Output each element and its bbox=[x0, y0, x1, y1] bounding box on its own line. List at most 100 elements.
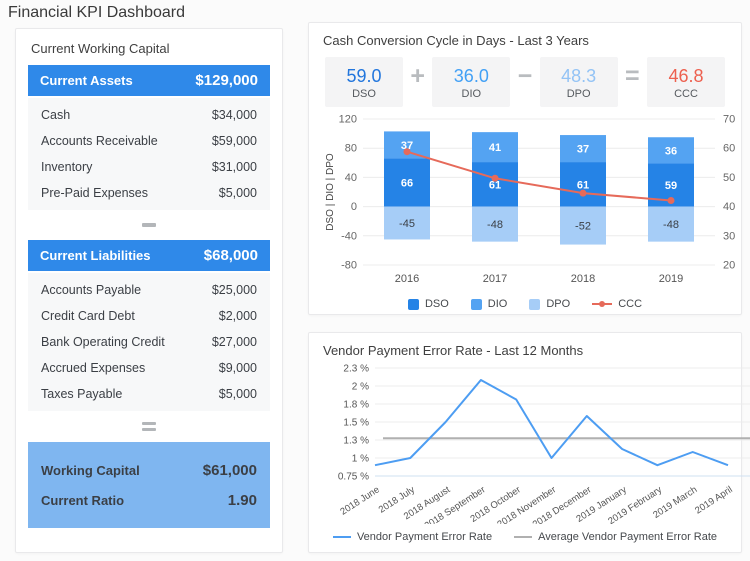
table-row: Accounts Receivable $59,000 bbox=[28, 128, 270, 154]
x-axis-tick: 2019 bbox=[659, 273, 683, 285]
asset-item-value: $31,000 bbox=[211, 160, 257, 174]
liability-item-value: $9,000 bbox=[218, 361, 257, 375]
table-row: Cash $34,000 bbox=[28, 102, 270, 128]
liability-item-label: Accounts Payable bbox=[41, 283, 142, 297]
current-liabilities-header: Current Liabilities $68,000 bbox=[28, 240, 270, 271]
vendor-error-line-chart: 2.3 % 2 % 1.8 % 1.5 % 1.3 % 1 % 0.75 %2018 Jun… bbox=[338, 364, 750, 532]
bar-segment-dpo-2017[interactable] bbox=[472, 206, 518, 242]
ccc-stacked-bar-chart: 120 80 40 0 -40 -80 70 60 50 40 30 20 DSO | DIO | DP… bbox=[325, 114, 750, 286]
legend-marker-icon bbox=[332, 535, 351, 539]
table-row: Taxes Payable $5,000 bbox=[28, 381, 270, 407]
x-axis-tick: 2017 bbox=[483, 273, 507, 285]
right-axis-label: CCC bbox=[748, 181, 750, 203]
table-row: Bank Operating Credit $27,000 bbox=[28, 329, 270, 355]
y-axis-tick: 1.8 % bbox=[343, 400, 369, 411]
legend-item-dpo[interactable]: DPO bbox=[529, 298, 570, 310]
ccc-point-2017[interactable] bbox=[491, 174, 499, 182]
liability-item-label: Taxes Payable bbox=[41, 387, 123, 401]
table-row: Inventory $31,000 bbox=[28, 154, 270, 180]
table-row: Pre-Paid Expenses $5,000 bbox=[28, 180, 270, 206]
legend-item-dio[interactable]: DIO bbox=[470, 298, 508, 310]
bar-value-label: 61 bbox=[577, 179, 589, 191]
kpi-dpo-label: DPO bbox=[566, 87, 591, 100]
plus-icon: + bbox=[410, 61, 425, 90]
x-axis-tick: 2016 bbox=[395, 273, 419, 285]
asset-item-label: Pre-Paid Expenses bbox=[41, 186, 149, 200]
table-row: Working Capital $61,000 bbox=[28, 455, 270, 485]
bar-segment-dio-2018[interactable] bbox=[560, 135, 606, 163]
legend-marker-icon bbox=[592, 301, 613, 307]
error-rate-line bbox=[374, 379, 729, 467]
vendor-error-panel: Vendor Payment Error Rate - Last 12 Mont… bbox=[308, 332, 750, 553]
bar-segment-dpo-2018[interactable] bbox=[560, 206, 606, 245]
equals-separator bbox=[28, 411, 270, 441]
liability-item-value: $5,000 bbox=[218, 387, 257, 401]
x-axis-tick: 2018 bbox=[571, 273, 595, 285]
legend-marker-icon bbox=[529, 298, 541, 310]
left-axis-tick: 40 bbox=[345, 172, 357, 184]
right-axis-tick: 30 bbox=[723, 230, 735, 242]
bar-segment-dso-2016[interactable] bbox=[384, 158, 430, 207]
left-axis-label: DSO | DIO | DPO bbox=[325, 153, 336, 231]
liability-item-label: Bank Operating Credit bbox=[41, 335, 165, 349]
left-axis-tick: 120 bbox=[339, 114, 357, 126]
equals-icon bbox=[142, 421, 156, 425]
bar-segment-dso-2018[interactable] bbox=[560, 162, 606, 207]
ccc-line bbox=[406, 150, 672, 202]
summary-item-label: Working Capital bbox=[41, 462, 140, 478]
cash-conversion-panel: Cash Conversion Cycle in Days - Last 3 Y… bbox=[308, 22, 750, 315]
left-axis-tick: -80 bbox=[341, 260, 357, 272]
asset-item-label: Accounts Receivable bbox=[41, 134, 158, 148]
summary-item-value: $61,000 bbox=[202, 461, 257, 479]
ccc-point-2018[interactable] bbox=[579, 189, 587, 197]
kpi-dso-label: DSO bbox=[352, 87, 376, 100]
bar-value-label: 66 bbox=[401, 178, 413, 190]
table-row: Credit Card Debt $2,000 bbox=[28, 303, 270, 329]
summary-item-value: 1.90 bbox=[227, 491, 257, 509]
bar-value-label: -45 bbox=[399, 218, 415, 230]
bar-segment-dio-2019[interactable] bbox=[648, 137, 694, 164]
subtract-separator bbox=[28, 210, 270, 240]
y-axis-tick: 0.75 % bbox=[338, 472, 369, 483]
legend-item-vendor-payment-error-rate[interactable]: Vendor Payment Error Rate bbox=[332, 531, 493, 543]
kpi-dio-value: 36.0 bbox=[453, 65, 489, 86]
asset-item-label: Inventory bbox=[41, 160, 93, 174]
minus-icon: − bbox=[517, 61, 533, 90]
legend-item-ccc[interactable]: CCC bbox=[592, 298, 642, 310]
right-axis-tick: 60 bbox=[723, 143, 735, 155]
legend-label: Vendor Payment Error Rate bbox=[356, 531, 493, 543]
ccc-point-2016[interactable] bbox=[403, 148, 411, 156]
liabilities-items-list: Accounts Payable $25,000 Credit Card Debt $… bbox=[28, 273, 270, 411]
ccc-point-2019[interactable] bbox=[667, 196, 675, 204]
left-axis-tick: -40 bbox=[341, 230, 357, 242]
bar-value-label: 59 bbox=[665, 180, 677, 192]
working-capital-panel: Current Working Capital Current Assets $… bbox=[15, 28, 283, 553]
bar-value-label: -52 bbox=[575, 221, 591, 233]
kpi-dso-value: 59.0 bbox=[346, 65, 382, 86]
bar-segment-dio-2017[interactable] bbox=[472, 132, 518, 163]
current-liabilities-label: Current Liabilities bbox=[40, 248, 151, 263]
ccc-kpi-row: 59.0 DSO + 36.0 DIO − 48.3 DPO = 46.8 CC… bbox=[323, 57, 727, 107]
legend-marker-icon bbox=[470, 298, 482, 310]
kpi-box-dso: 59.0 DSO bbox=[325, 57, 403, 107]
kpi-dio-label: DIO bbox=[461, 87, 482, 100]
legend-label: DIO bbox=[487, 298, 508, 310]
bar-segment-dpo-2019[interactable] bbox=[648, 206, 694, 242]
kpi-box-dpo: 48.3 DPO bbox=[539, 57, 618, 107]
vendor-error-title: Vendor Payment Error Rate - Last 12 Mont… bbox=[323, 343, 584, 358]
equals-icon: = bbox=[625, 61, 640, 90]
asset-item-value: $5,000 bbox=[218, 186, 257, 200]
bar-segment-dpo-2016[interactable] bbox=[384, 206, 430, 240]
kpi-box-ccc: 46.8 CCC bbox=[646, 57, 725, 107]
left-axis-tick: 0 bbox=[351, 201, 357, 213]
left-axis-tick: 80 bbox=[345, 143, 357, 155]
legend-item-dso[interactable]: DSO bbox=[407, 298, 449, 310]
legend-label: DSO bbox=[424, 298, 449, 310]
bar-segment-dso-2017[interactable] bbox=[472, 162, 518, 207]
right-axis-tick: 50 bbox=[723, 172, 735, 184]
bar-value-label: 37 bbox=[577, 144, 589, 156]
table-row: Current Ratio 1.90 bbox=[28, 485, 270, 515]
legend-item-average-vendor-payment-error-rate[interactable]: Average Vendor Payment Error Rate bbox=[514, 531, 717, 543]
kpi-ccc-value: 46.8 bbox=[668, 65, 704, 86]
